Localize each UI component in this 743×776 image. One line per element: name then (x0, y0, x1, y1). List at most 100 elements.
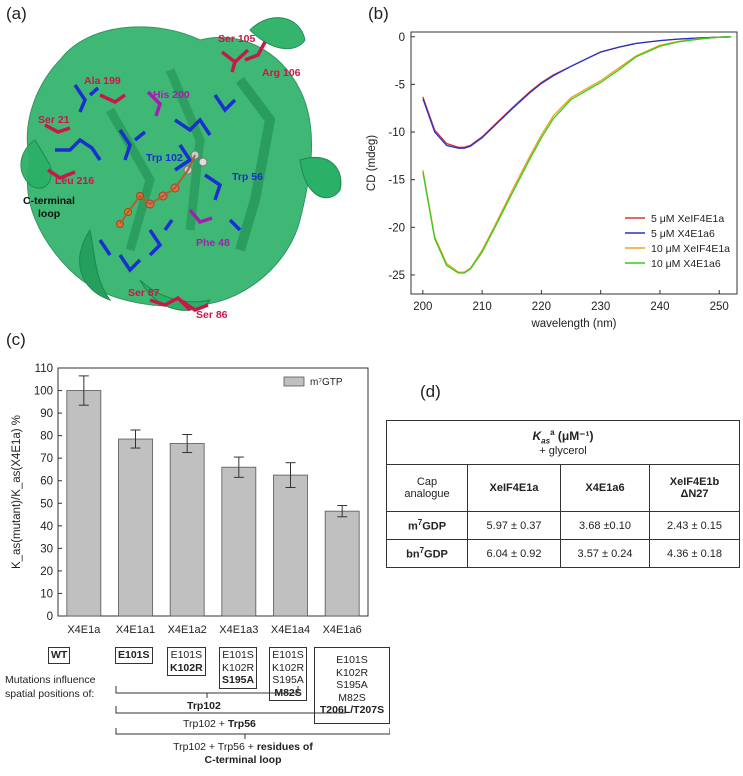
label-his200: His 200 (153, 89, 190, 101)
cap-ligand (116, 150, 208, 228)
table-row: bn7GDP 6.04 ± 0.92 3.57 ± 0.24 4.36 ± 0.… (386, 539, 740, 568)
col-header-xeif4e1a: XeIF4E1a (467, 464, 561, 512)
legend-label: 10 μM XeIF4E1a (651, 243, 730, 255)
x-tick-label: 230 (591, 301, 610, 313)
x-tick-label: X4E1a (67, 624, 101, 636)
y-tick-label: 60 (40, 476, 53, 488)
x-tick-label: 220 (532, 301, 551, 313)
table-subtitle: + glycerol (539, 445, 587, 458)
label-trp56: Trp 56 (232, 171, 263, 183)
y-tick-label: -5 (395, 79, 405, 91)
group-cterm: Trp102 + Trp56 + residues of C-terminal … (148, 741, 338, 767)
plot-frame (410, 31, 738, 295)
table-title-unit: (μM⁻¹) (554, 428, 594, 443)
legend-label: 10 μM X4E1a6 (651, 258, 721, 270)
mutation-k102r: K102R (335, 666, 369, 679)
magenta-residues (146, 90, 213, 225)
binding-bar-chart: 0 10 20 30 40 50 60 70 80 90 100 110 K_as(mutant)/K_… (11, 363, 369, 636)
y-tick-label: 10 (40, 588, 53, 600)
bar (221, 466, 257, 617)
label-ser87: Ser 87 (128, 287, 160, 299)
mutation-e101s: E101S (336, 654, 368, 666)
x-tick-label: 240 (650, 301, 669, 313)
col-header-cap-1: Cap (416, 476, 438, 488)
mutation-intro-2: spatial positions of: (5, 688, 95, 700)
col-header-cap-2: analogue (404, 488, 450, 500)
bar (273, 474, 308, 617)
y-tick-label: 40 (40, 521, 53, 533)
mutation-e101s: E101S (170, 649, 203, 661)
x-axis-label: wavelength (nm) (530, 318, 616, 330)
table-title-sup: a (550, 427, 555, 437)
cell-xeif4e1a: 6.04 ± 0.92 (467, 539, 561, 568)
legend-label: 5 μM X4E1a6 (651, 228, 715, 240)
group-cterm-prefix: Trp102 + Trp56 + (173, 741, 257, 753)
group-trp56: Trp56 (227, 718, 256, 730)
label-cterm-1: C-terminal (23, 195, 75, 207)
mutation-e101s: E101S (118, 649, 150, 661)
series-line (422, 36, 732, 274)
mutation-e101s: E101S (222, 649, 254, 661)
row-label: m7GDP (386, 511, 468, 540)
y-tick-label: 50 (40, 498, 53, 510)
table-title-symbol: K (532, 428, 542, 443)
table-title-sub: as (541, 436, 551, 446)
x-tick-label: 200 (413, 301, 432, 313)
mutation-s195a: S195A (336, 679, 368, 691)
table-title-row: Kasa (μM⁻¹) + glycerol (386, 420, 740, 465)
y-tick-label: 0 (399, 32, 405, 44)
blue-residues (55, 84, 242, 273)
protein-structure-illustration: Ser 105 Arg 106 Ala 199 His 200 Ser 21 T… (20, 17, 342, 321)
panel-label-c: (c) (6, 330, 26, 349)
protein-ribbon (20, 17, 342, 311)
label-ser86: Ser 86 (196, 309, 228, 321)
label-phe48: Phe 48 (196, 237, 230, 249)
mutation-box-wt: WT (48, 647, 71, 664)
group-trp102-trp56-prefix: Trp102 + (183, 718, 228, 730)
y-tick-label: -25 (388, 270, 405, 282)
y-tick-label: 80 (40, 431, 53, 443)
x-tick-label: 210 (473, 301, 492, 313)
y-tick-label: -15 (388, 175, 405, 187)
x-tick-label: X4E1a1 (116, 624, 155, 636)
series-line (422, 36, 732, 149)
group-cterm-loop: C-terminal loop (204, 754, 282, 766)
col-header-xeif4e1b: XeIF4E1b ΔN27 (649, 464, 740, 512)
cell-x4e1a6: 3.68 ±0.10 (560, 511, 650, 540)
col-header-xeif4e1b-1: XeIF4E1b (669, 476, 720, 488)
panel-label-d: (d) (420, 382, 441, 401)
label-ala199: Ala 199 (84, 75, 121, 87)
mutation-k102r: K102R (170, 661, 203, 674)
col-header-xeif4e1b-2: ΔN27 (680, 488, 709, 500)
y-tick-label: 30 (40, 543, 53, 555)
y-tick-label: 100 (34, 386, 53, 398)
y-tick-label: 110 (35, 363, 53, 375)
label-leu216: Leu 216 (55, 175, 94, 187)
group-brackets (115, 686, 390, 739)
cd-spectra-chart: 200 210 220 230 240 250 0 -5 -10 -15 -20 -25 wavelen… (366, 31, 738, 330)
bar (66, 390, 102, 617)
mutation-e101s: E101S (272, 649, 304, 661)
cell-xeif4e1b: 4.36 ± 0.18 (649, 539, 740, 568)
mutation-box-a3: E101S K102R S195A (219, 647, 258, 689)
label-ser21: Ser 21 (38, 114, 70, 126)
bar (169, 443, 205, 617)
col-header-x4e1a6: X4E1a6 (560, 464, 650, 512)
group-cterm-residues: residues of (256, 741, 313, 753)
y-tick-label: 0 (47, 611, 53, 623)
legend-label: m⁷GTP (310, 377, 343, 388)
kas-table: Kasa (μM⁻¹) + glycerol Cap analogue XeIF4… (386, 420, 740, 568)
y-tick-label: 70 (40, 453, 53, 465)
table-row: m7GDP 5.97 ± 0.37 3.68 ±0.10 2.43 ± 0.15 (386, 511, 740, 540)
row-label: bn7GDP (386, 539, 468, 568)
x-tick-label: X4E1a6 (323, 624, 362, 636)
y-tick-label: 90 (40, 408, 53, 420)
col-header-cap: Cap analogue (386, 464, 468, 512)
mutation-k102r: K102R (222, 661, 255, 674)
cell-xeif4e1b: 2.43 ± 0.15 (649, 511, 740, 540)
cell-x4e1a6: 3.57 ± 0.24 (560, 539, 650, 568)
mutation-k102r: K102R (272, 661, 305, 674)
label-cterm-2: loop (38, 208, 60, 220)
group-trp102-trp56: Trp102 + Trp56 (183, 718, 256, 730)
bar (118, 438, 153, 617)
